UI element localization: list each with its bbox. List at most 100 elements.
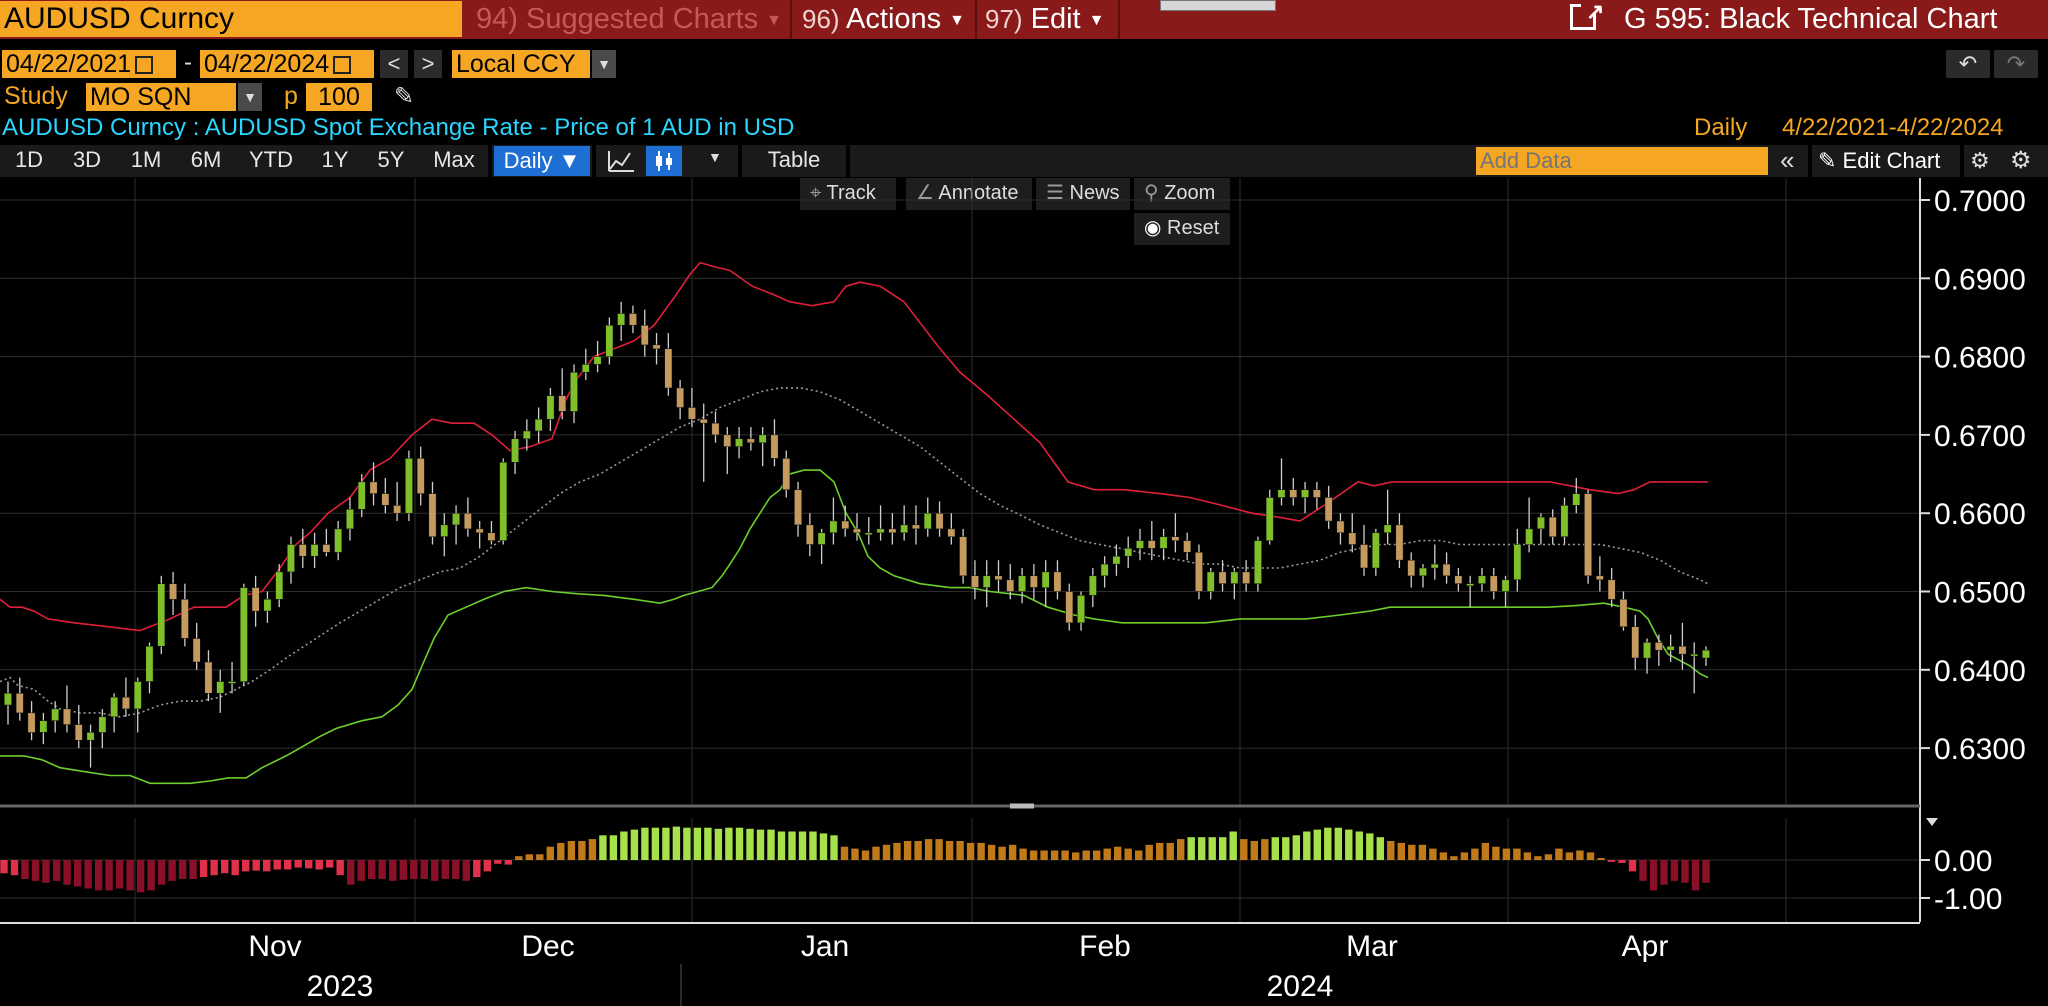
oscillator-bar [42,860,50,883]
candle-body [676,387,685,408]
candle-body [1112,556,1121,565]
oscillator-bar [1061,850,1069,860]
oscillator-bar [683,827,691,860]
oscillator-bar [168,860,176,881]
period-ytd-button[interactable]: YTD [249,147,293,172]
window-handle[interactable] [1160,0,1276,11]
period-5y-button[interactable]: 5Y [377,147,405,172]
candle-chart-icon[interactable] [646,146,682,176]
candle-body [735,438,743,447]
start-date-field[interactable]: 04/22/2021 [2,50,176,78]
pencil-icon[interactable]: ✎ [394,83,415,110]
study-select[interactable]: MO SQN [86,83,236,111]
oscillator-bar [725,827,733,860]
annotate-button[interactable]: ∠ Annotate [906,178,1032,210]
edit-chart-button[interactable]: ✎ Edit Chart [1818,145,1940,176]
candle-body [1371,532,1380,569]
oscillator-bar [136,860,145,893]
end-date-value: 04/22/2024 [204,50,330,78]
function-title: G 595: Black Technical Chart [1624,3,1998,35]
oscillator-bar [1313,829,1321,860]
candle-body [63,708,71,725]
track-button[interactable]: ⌖ Track [800,178,896,210]
oscillator-bar [1093,850,1101,860]
popout-icon[interactable]: ↗ [1570,0,1604,30]
gear-icon[interactable]: ⚙ [2010,147,2032,174]
candle-body [1466,583,1475,586]
candle-body [853,528,861,534]
oscillator-bar [1324,827,1332,860]
line-chart-icon[interactable] [604,145,640,177]
y-tick-label: 0.6600 [1934,498,2026,531]
calendar-icon[interactable] [333,56,352,75]
oscillator-bar [263,860,271,872]
candle-body [593,356,602,365]
period-1d-button[interactable]: 1D [14,147,44,172]
security-input[interactable]: AUDUSD Curncy [0,1,462,37]
collapse-icon[interactable]: « [1780,145,1795,175]
oscillator-bar [1586,852,1595,860]
candle-body [1702,649,1710,659]
oscillator-bar [1387,841,1395,860]
edit-menu[interactable]: 97) Edit ▼ [985,0,1104,40]
suggested-charts-menu[interactable]: 94) Suggested Charts ▼ [476,0,782,40]
candle-body [74,724,83,741]
oscillator-bar [1597,858,1605,860]
candle-body [499,462,508,541]
candle-body [982,575,991,588]
oscillator-bar [189,860,197,879]
candle-body [1230,571,1239,584]
candle-body [98,716,107,733]
table-button[interactable]: Table [767,147,821,172]
period-1y-button[interactable]: 1Y [321,147,349,172]
redo-button[interactable]: ↷ [1994,50,2038,78]
period-3d-button[interactable]: 3D [72,147,102,172]
news-button[interactable]: ☰ News [1036,178,1130,210]
oscillator-bar [704,827,712,860]
oscillator-bar [1681,860,1689,883]
chevron-down-icon: ▼ [766,11,782,29]
frequency-select[interactable]: Daily ▼ [494,146,590,176]
oscillator-bar [1660,860,1668,885]
candle-body [1018,575,1026,592]
candle-body [1383,524,1392,533]
oscillator-bar [662,827,670,860]
next-button[interactable]: > [414,50,442,78]
p-input[interactable]: 100 [306,83,372,111]
candle-body [369,481,378,494]
candle-body [1678,646,1687,655]
candle-body [1124,548,1133,557]
chart-type-dropdown-icon[interactable]: ▼ [708,149,722,165]
add-data-input[interactable] [1476,147,1768,175]
previous-button[interactable]: < [380,50,408,78]
currency-dropdown-icon[interactable]: ▼ [592,50,616,78]
reset-button[interactable]: ◉ Reset [1134,213,1230,245]
actions-menu[interactable]: 96) Actions ▼ [802,0,965,40]
annotate-icon: ∠ [916,182,939,204]
candle-body [817,532,826,545]
oscillator-bar [1607,860,1616,862]
chart-settings-icon[interactable]: ⚙ [1970,148,1990,173]
candle-body [110,696,119,718]
zoom-button[interactable]: ⚲ Zoom [1134,178,1230,210]
candle-body [1336,520,1345,533]
upper-band-line [0,261,1708,632]
calendar-icon[interactable] [135,56,154,75]
x-year-label: 2023 [307,970,374,1003]
undo-button[interactable]: ↶ [1946,50,1990,78]
oscillator-bar [294,860,302,868]
oscillator-bar [1418,844,1427,860]
pencil-icon: ✎ [1818,148,1843,173]
period-6m-button[interactable]: 6M [190,147,222,172]
period-max-button[interactable]: Max [433,147,475,172]
candle-body [346,509,354,530]
technical-chart[interactable]: 0.7000 0.6900 0.6800 0.6700 0.6600 0.6500 0.64… [0,178,2048,1006]
oscillator-bar [1050,850,1059,860]
period-1m-button[interactable]: 1M [130,147,162,172]
end-date-field[interactable]: 04/22/2024 [200,50,374,78]
x-month-label: Feb [1079,930,1131,963]
candle-body [1595,575,1604,580]
oscillator-bar [861,850,870,860]
currency-select[interactable]: Local CCY [452,50,590,78]
study-dropdown-icon[interactable]: ▼ [238,83,262,111]
